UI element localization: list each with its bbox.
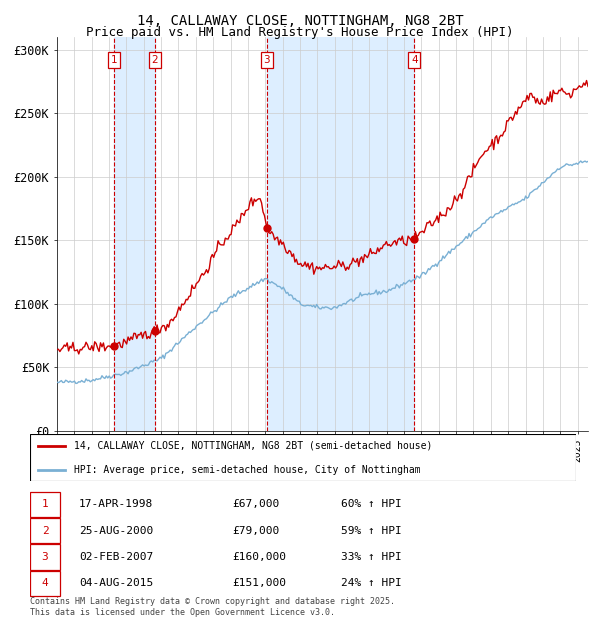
Text: £79,000: £79,000	[232, 526, 279, 536]
Bar	[30, 544, 60, 570]
Text: 02-FEB-2007: 02-FEB-2007	[79, 552, 154, 562]
Bar	[114, 37, 155, 431]
Text: 14, CALLAWAY CLOSE, NOTTINGHAM, NG8 2BT (semi-detached house): 14, CALLAWAY CLOSE, NOTTINGHAM, NG8 2BT …	[74, 441, 432, 451]
Text: 3: 3	[41, 552, 49, 562]
Text: 14, CALLAWAY CLOSE, NOTTINGHAM, NG8 2BT: 14, CALLAWAY CLOSE, NOTTINGHAM, NG8 2BT	[137, 14, 463, 28]
Text: Price paid vs. HM Land Registry's House Price Index (HPI): Price paid vs. HM Land Registry's House …	[86, 26, 514, 39]
Text: £67,000: £67,000	[232, 499, 279, 509]
Text: 04-AUG-2015: 04-AUG-2015	[79, 578, 154, 588]
Text: 4: 4	[41, 578, 49, 588]
Text: HPI: Average price, semi-detached house, City of Nottingham: HPI: Average price, semi-detached house,…	[74, 465, 421, 476]
Text: £160,000: £160,000	[232, 552, 286, 562]
Bar	[30, 571, 60, 596]
Text: 2: 2	[41, 526, 49, 536]
Text: 2: 2	[152, 55, 158, 65]
Text: 33% ↑ HPI: 33% ↑ HPI	[341, 552, 402, 562]
Text: 1: 1	[111, 55, 118, 65]
Text: 4: 4	[411, 55, 418, 65]
Text: 60% ↑ HPI: 60% ↑ HPI	[341, 499, 402, 509]
Text: 17-APR-1998: 17-APR-1998	[79, 499, 154, 509]
Text: 59% ↑ HPI: 59% ↑ HPI	[341, 526, 402, 536]
Text: Contains HM Land Registry data © Crown copyright and database right 2025.
This d: Contains HM Land Registry data © Crown c…	[30, 598, 395, 617]
Bar	[30, 518, 60, 543]
Text: 1: 1	[41, 499, 49, 509]
Bar	[30, 492, 60, 517]
Text: 3: 3	[263, 55, 270, 65]
Bar	[267, 37, 415, 431]
Text: 25-AUG-2000: 25-AUG-2000	[79, 526, 154, 536]
Text: £151,000: £151,000	[232, 578, 286, 588]
Text: 24% ↑ HPI: 24% ↑ HPI	[341, 578, 402, 588]
